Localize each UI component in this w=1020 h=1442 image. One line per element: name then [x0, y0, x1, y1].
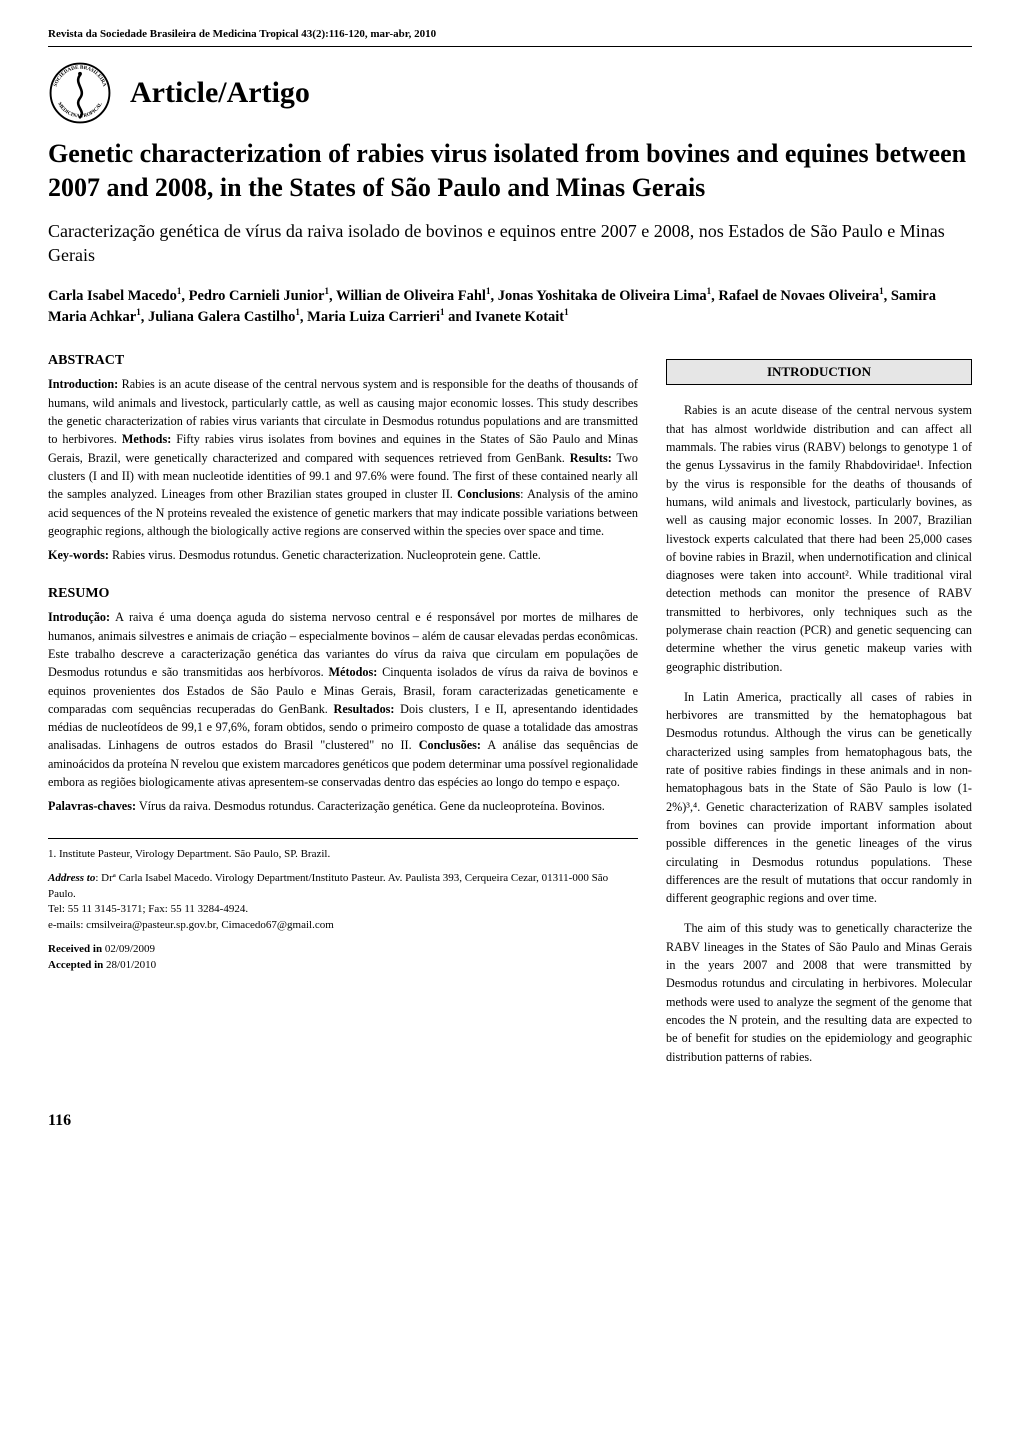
affiliation: 1. Institute Pasteur, Virology Departmen… [48, 847, 638, 863]
keywords-label: Key-words: [48, 548, 109, 562]
accepted-date: 28/01/2010 [106, 959, 156, 971]
intro-para-2: In Latin America, practically all cases … [666, 688, 972, 908]
received-label: Received in [48, 943, 105, 955]
palavras-label: Palavras-chaves: [48, 799, 136, 813]
emails: e-mails: cmsilveira@pasteur.sp.gov.br, C… [48, 919, 334, 931]
article-subtitle: Caracterização genética de vírus da raiv… [48, 219, 972, 268]
resumo-heading: RESUMO [48, 586, 638, 602]
segment-label: Resultados: [334, 702, 395, 716]
header-rule [48, 46, 972, 47]
tel-fax: Tel: 55 11 3145-3171; Fax: 55 11 3284-49… [48, 903, 248, 915]
keywords-text: Rabies virus. Desmodus rotundus. Genetic… [109, 548, 541, 562]
intro-para-3: The aim of this study was to genetically… [666, 919, 972, 1065]
logo-row: SOCIEDADE BRASILEIRA MEDICINA TROPICAL A… [48, 61, 972, 125]
abstract-body: Introduction: Rabies is an acute disease… [48, 375, 638, 540]
segment-label: Conclusões: [419, 738, 481, 752]
received-date: 02/09/2009 [105, 943, 155, 955]
segment-label: Métodos: [329, 665, 378, 679]
article-title: Genetic characterization of rabies virus… [48, 137, 972, 205]
resumo-keywords: Palavras-chaves: Vírus da raiva. Desmodu… [48, 797, 638, 815]
segment-label: Conclusions [457, 487, 520, 501]
segment-label: Introdução: [48, 610, 110, 624]
segment-label: Methods: [122, 432, 171, 446]
abstract-heading: ABSTRACT [48, 353, 638, 369]
dates: Received in 02/09/2009 Accepted in 28/01… [48, 942, 638, 974]
introduction-heading: INTRODUCTION [666, 359, 972, 385]
abstract-keywords: Key-words: Rabies virus. Desmodus rotund… [48, 546, 638, 564]
society-logo-icon: SOCIEDADE BRASILEIRA MEDICINA TROPICAL [48, 61, 112, 125]
address-text: : Drª Carla Isabel Macedo. Virology Depa… [48, 872, 608, 900]
affiliation-rule [48, 838, 638, 839]
address-label: Address to [48, 872, 95, 884]
journal-header: Revista da Sociedade Brasileira de Medic… [48, 28, 972, 40]
palavras-text: Vírus da raiva. Desmodus rotundus. Carac… [136, 799, 605, 813]
correspondence: Address to: Drª Carla Isabel Macedo. Vir… [48, 871, 638, 935]
footer: 116 [48, 1112, 972, 1130]
segment-label: Introduction: [48, 377, 118, 391]
section-label: Article/Artigo [130, 76, 310, 110]
intro-para-1: Rabies is an acute disease of the centra… [666, 401, 972, 675]
page-number: 116 [48, 1112, 71, 1130]
resumo-body: Introdução: A raiva é uma doença aguda d… [48, 608, 638, 791]
accepted-label: Accepted in [48, 959, 106, 971]
segment-label: Results: [570, 451, 612, 465]
right-column: INTRODUCTION Rabies is an acute disease … [666, 353, 972, 1077]
authors-line: Carla Isabel Macedo1, Pedro Carnieli Jun… [48, 285, 972, 327]
left-column: ABSTRACT Introduction: Rabies is an acut… [48, 353, 638, 1077]
